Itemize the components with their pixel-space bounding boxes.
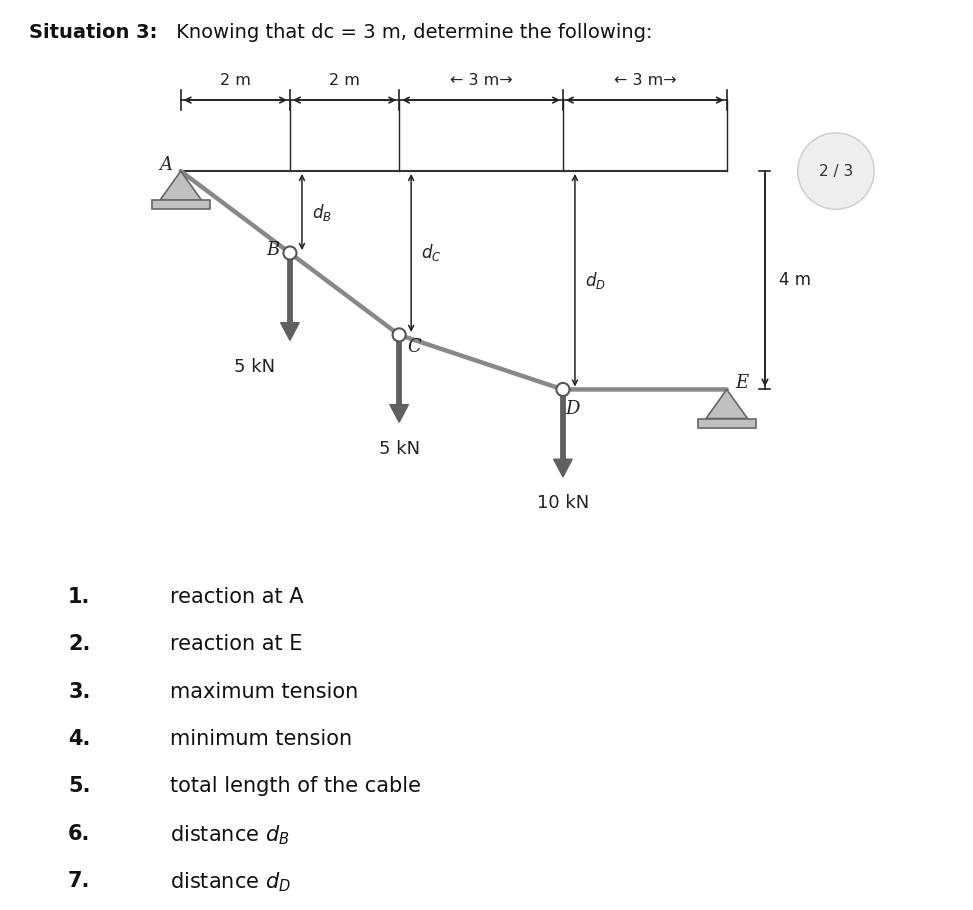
Text: 6.: 6. — [68, 824, 90, 844]
Polygon shape — [706, 389, 747, 419]
Text: C: C — [408, 338, 421, 356]
Polygon shape — [160, 171, 201, 200]
Text: 2 / 3: 2 / 3 — [819, 164, 853, 178]
Text: minimum tension: minimum tension — [170, 729, 352, 749]
Circle shape — [283, 247, 297, 259]
Text: 5 kN: 5 kN — [378, 440, 419, 458]
Text: 7.: 7. — [68, 871, 90, 891]
Bar — [698, 419, 756, 428]
Text: E: E — [736, 374, 748, 392]
Text: ← 3 m→: ← 3 m→ — [614, 73, 676, 88]
Text: Knowing that dc = 3 m, determine the following:: Knowing that dc = 3 m, determine the fol… — [170, 23, 653, 42]
Text: B: B — [266, 241, 279, 259]
Text: 2 m: 2 m — [329, 73, 360, 88]
Text: $d_B$: $d_B$ — [311, 201, 332, 223]
Circle shape — [392, 329, 406, 341]
Text: D: D — [565, 399, 580, 418]
Text: $d_D$: $d_D$ — [585, 269, 606, 291]
Polygon shape — [554, 460, 572, 477]
Text: $d_C$: $d_C$ — [421, 242, 442, 264]
Text: A: A — [159, 156, 172, 174]
Text: ← 3 m→: ← 3 m→ — [450, 73, 513, 88]
Text: distance $d_B$: distance $d_B$ — [170, 824, 290, 847]
Text: 2.: 2. — [68, 634, 90, 654]
Circle shape — [557, 383, 569, 396]
Text: 5 kN: 5 kN — [234, 358, 275, 376]
Text: 1.: 1. — [68, 587, 90, 607]
Text: reaction at E: reaction at E — [170, 634, 303, 654]
Text: 3.: 3. — [68, 682, 90, 702]
Text: reaction at A: reaction at A — [170, 587, 304, 607]
Text: 4.: 4. — [68, 729, 90, 749]
Polygon shape — [280, 323, 300, 340]
Text: Situation 3:: Situation 3: — [29, 23, 158, 42]
Bar — [152, 200, 210, 209]
Polygon shape — [390, 405, 409, 422]
Text: 4 m: 4 m — [778, 271, 811, 289]
Circle shape — [798, 133, 874, 209]
Text: distance $d_D$: distance $d_D$ — [170, 871, 291, 895]
Text: maximum tension: maximum tension — [170, 682, 358, 702]
Text: 5.: 5. — [68, 776, 90, 796]
Text: 2 m: 2 m — [220, 73, 251, 88]
Text: total length of the cable: total length of the cable — [170, 776, 421, 796]
Text: 10 kN: 10 kN — [537, 494, 589, 512]
